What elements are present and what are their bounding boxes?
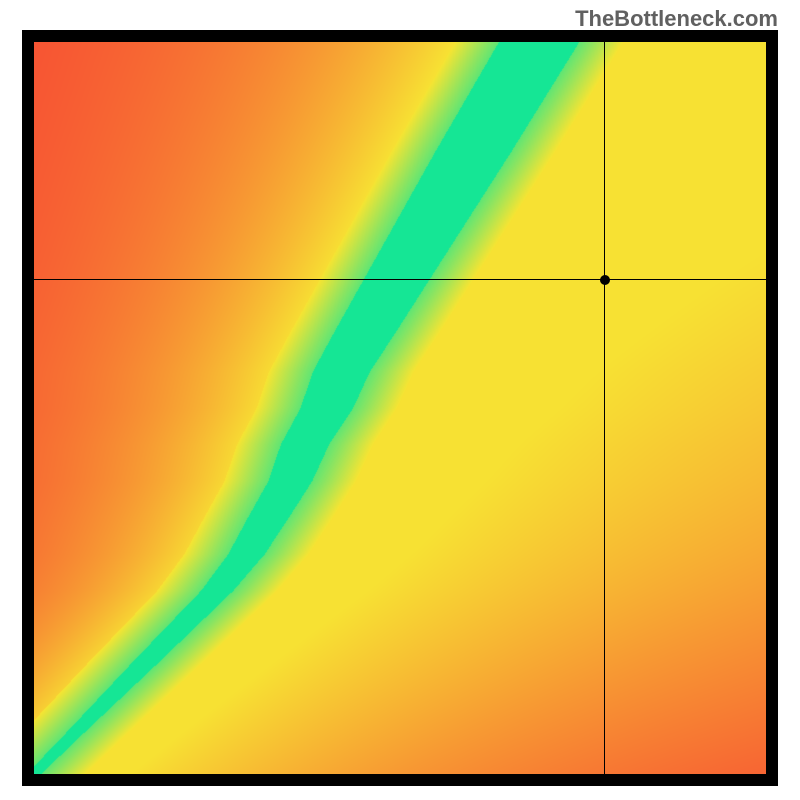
crosshair-horizontal <box>34 279 766 280</box>
watermark-text: TheBottleneck.com <box>575 6 778 32</box>
crosshair-vertical <box>604 42 605 774</box>
bottleneck-heatmap <box>34 42 766 774</box>
chart-frame <box>22 30 778 786</box>
selection-marker <box>600 275 610 285</box>
